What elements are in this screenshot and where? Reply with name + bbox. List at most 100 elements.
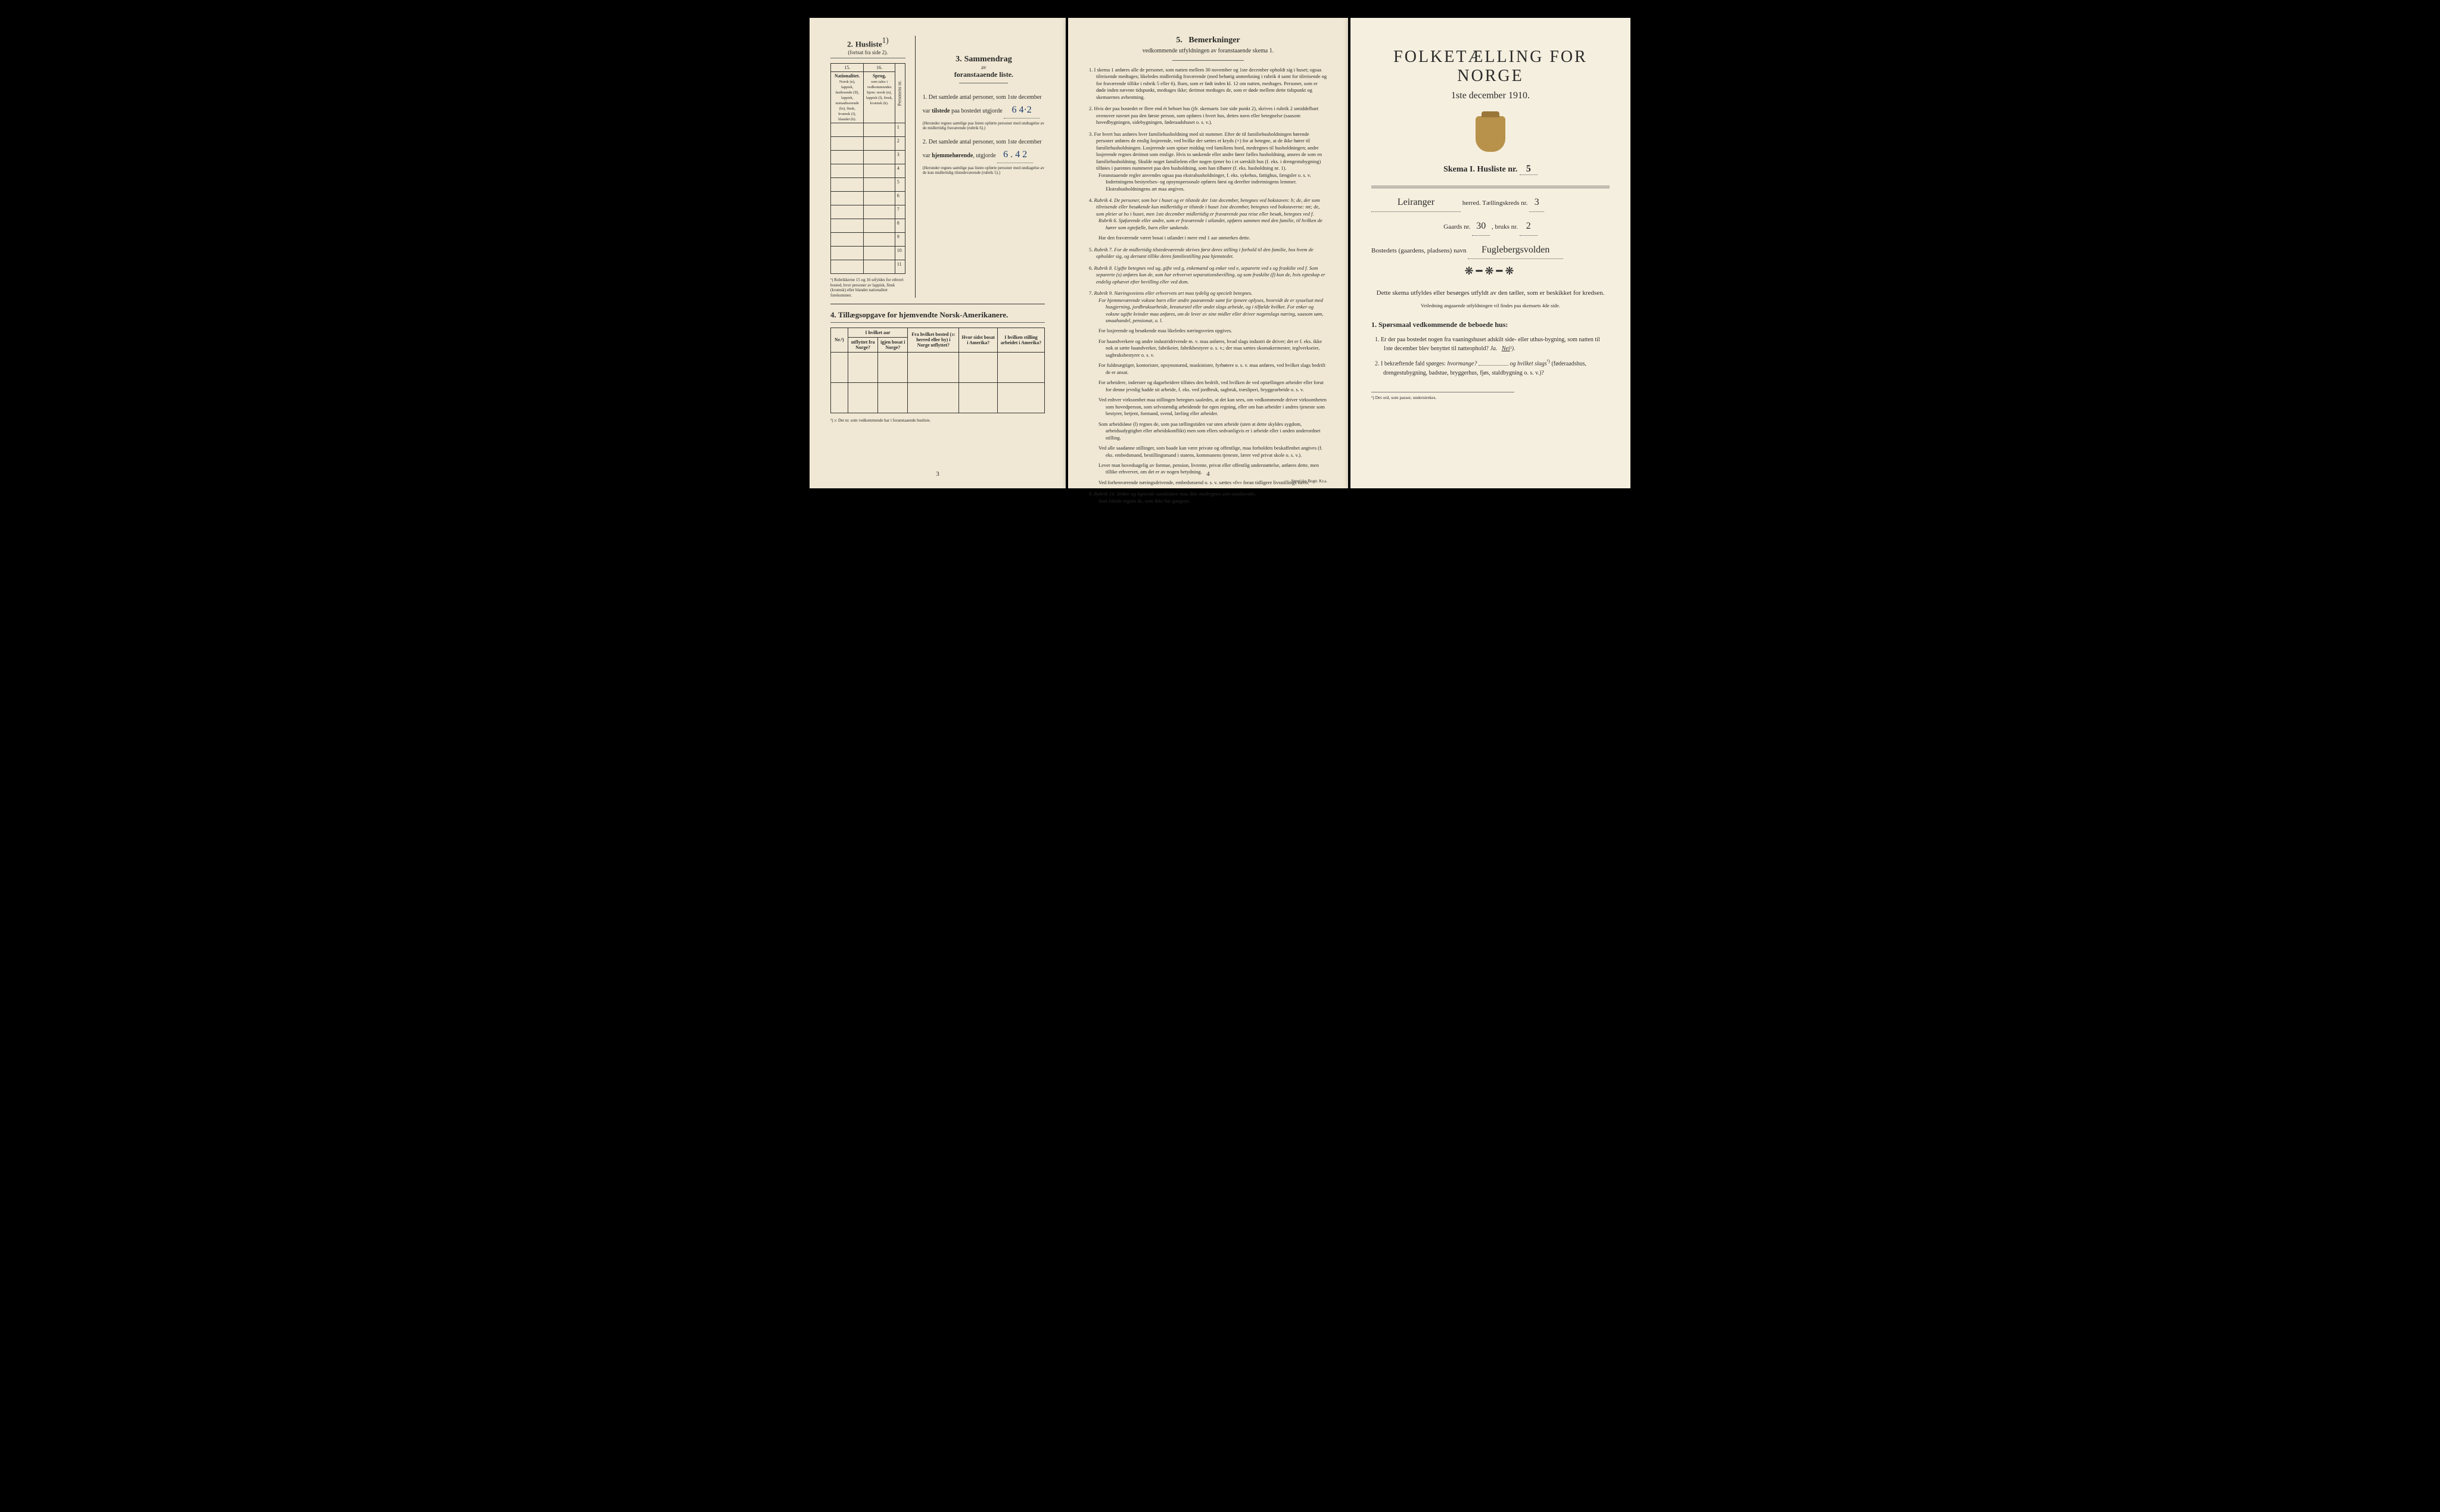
bemerk-subtitle: vedkommende utfyldningen av foranstaaend… (1089, 48, 1327, 54)
row-num: 1 (895, 123, 905, 137)
top-section: 2. Husliste1) (fortsat fra side 2). 15. … (830, 36, 1045, 298)
question-header: 1. Spørsmaal vedkommende de beboede hus: (1371, 320, 1610, 329)
husliste-nr-value: 5 (1526, 164, 1531, 174)
page-number-3: 3 (936, 470, 939, 478)
bruks-nr: 2 (1526, 221, 1531, 231)
nationality-rows: 1 2 3 4 5 6 7 8 9 10 11 (831, 123, 905, 274)
bemerk-item-4: 4. Rubrik 4. De personer, som bor i huse… (1089, 197, 1327, 242)
footnote-1: ¹) Rubrikkerne 15 og 16 utfyldes for eth… (830, 278, 905, 298)
bemerk-item-7: 7. Rubrik 9. Næringsveiens eller erhverv… (1089, 290, 1327, 486)
col16-header: Sprog, som tales i vedkommendes hjem: no… (864, 72, 895, 123)
sammendrag-title: Sammendrag (964, 55, 1012, 64)
row-num: 7 (895, 205, 905, 219)
nationality-table: 15. 16. Personens nr. Nationalitet. Nors… (830, 63, 905, 274)
section-4: 4. Tillægsopgave for hjemvendte Norsk-Am… (830, 310, 1045, 423)
page-1-cover: FOLKETÆLLING FOR NORGE 1ste december 191… (1350, 18, 1630, 488)
instruction-1: Dette skema utfyldes eller besørges utfy… (1371, 289, 1610, 297)
col15-num: 15. (831, 64, 864, 72)
row-num: 3 (895, 151, 905, 164)
husliste-sup: 1) (882, 36, 889, 45)
gaards-line: Gaards nr. 30 , bruks nr. 2 (1371, 218, 1610, 236)
row-num: 2 (895, 137, 905, 151)
sammendrag-item-2: 2. Det samlede antal personer, som 1ste … (923, 138, 1045, 175)
row-num: 4 (895, 164, 905, 178)
col15-header: Nationalitet. Norsk (n), lappisk, fastbo… (831, 72, 864, 123)
rubrik6b: Har den fraværende været bosat i utlande… (1106, 235, 1327, 241)
person-nr-header: Personens nr. (895, 64, 905, 123)
page-number-4: 4 (1206, 470, 1210, 478)
item2-note: (Herunder regnes samtlige paa listen opf… (923, 166, 1045, 176)
r9i: Lever man hovedsagelig av formue, pensio… (1106, 462, 1327, 476)
bemerk-item-5: 5. Rubrik 7. For de midlertidig tilstede… (1089, 247, 1327, 260)
tillaeg-table: Nr.²) I hvilket aar Fra hvilket bosted (… (830, 328, 1045, 413)
hjemme-value: 6 . 4 2 (1003, 149, 1027, 160)
sammendrag-sub1: av (923, 64, 1045, 70)
row-num: 10 (895, 247, 905, 260)
bosted-line: Bostedets (gaardens, pladsens) navn Fugl… (1371, 242, 1610, 260)
sammendrag-sub2: foranstaaende liste. (923, 70, 1045, 79)
instruction-2: Veiledning angaaende utfyldningen vil fi… (1371, 303, 1610, 308)
t-col1a: utflyttet fra Norge? (848, 337, 878, 352)
ornament-icon: ❋━❋━❋ (1371, 265, 1610, 278)
herred-line: Leiranger herred. Tællingskreds nr. 3 (1371, 194, 1610, 212)
t-nr: Nr.²) (831, 328, 848, 352)
footnote-2: ²) ɔ: Det nr. som vedkommende har i fora… (830, 418, 1045, 423)
main-title: FOLKETÆLLING FOR NORGE (1371, 48, 1610, 86)
bemerk-item-2: 2. Hvis der paa bostedet er flere end ét… (1089, 105, 1327, 126)
bemerk-heading: 5. Bemerkninger (1089, 36, 1327, 45)
item1-note: (Herunder regnes samtlige paa listen opf… (923, 121, 1045, 131)
table-row (831, 352, 1045, 382)
bemerk-item-6: 6. Rubrik 8. Ugifte betegnes ved ug, gif… (1089, 265, 1327, 285)
t-col4: I hvilken stilling arbeidet i Amerika? (998, 328, 1045, 352)
row-num: 5 (895, 178, 905, 192)
r9h: Ved alle saadanne stillinger, som baade … (1106, 445, 1327, 459)
herred-value: Leiranger (1398, 197, 1434, 207)
row-num: 8 (895, 219, 905, 233)
bemerk-item-3: 3. For hvert hus anføres hver familiehus… (1089, 131, 1327, 192)
sammendrag-num: 3. (956, 55, 962, 64)
sammendrag-section: 3. Sammendrag av foranstaaende liste. 1.… (915, 36, 1045, 298)
sammendrag-heading: 3. Sammendrag (923, 54, 1045, 64)
husliste-label: Husliste (855, 39, 882, 48)
t-col1b: igjen bosat i Norge? (878, 337, 908, 352)
t-col2: Fra hvilket bosted (ɔ: herred eller by) … (908, 328, 959, 352)
bemerk-item-1: 1. I skema 1 anføres alle de personer, s… (1089, 67, 1327, 101)
r14b: Som blinde regnes de, som ikke har gangs… (1106, 498, 1327, 504)
husliste-sub: (fortsat fra side 2). (830, 49, 905, 55)
r9b: For losjerende og besøkende maa likelede… (1106, 328, 1327, 334)
col16-num: 16. (864, 64, 895, 72)
gaards-nr: 30 (1476, 221, 1486, 231)
nei-underlined: Nei (1502, 345, 1510, 352)
husliste-column: 2. Husliste1) (fortsat fra side 2). 15. … (830, 36, 905, 298)
t-col3: Hvor sidst bosat i Amerika? (959, 328, 998, 352)
page-4-center: 5. Bemerkninger vedkommende utfyldningen… (1068, 18, 1348, 488)
kreds-nr: 3 (1535, 197, 1539, 207)
printer-mark: Steen'ske Bogtr. Kr.a. (1291, 479, 1327, 484)
bosted-value: Fuglebergsvolden (1482, 245, 1549, 255)
husliste-heading: 2. Husliste1) (830, 36, 905, 49)
bemerk-item-8: 8. Rubrik 14. Sinker og lignende aandssl… (1089, 491, 1327, 504)
main-subtitle: 1ste december 1910. (1371, 91, 1610, 101)
document-wrapper: 2. Husliste1) (fortsat fra side 2). 15. … (810, 18, 1630, 488)
coat-of-arms-icon (1476, 116, 1505, 152)
page-3-left: 2. Husliste1) (fortsat fra side 2). 15. … (810, 18, 1066, 488)
r9g: Som arbeidsløse (l) regnes de, som paa t… (1106, 421, 1327, 441)
row-num: 9 (895, 233, 905, 247)
question-2: 2. I bekræftende fald spørges: hvormange… (1383, 358, 1610, 377)
r9a: For hjemmeværende voksne barn eller andr… (1106, 297, 1327, 325)
r9d: For fuldmægtiger, kontorister, opsynsmæn… (1106, 362, 1327, 376)
rubrik6: Rubrik 6. Sjøfarende eller andre, som er… (1106, 217, 1327, 231)
row-num: 6 (895, 192, 905, 205)
table-row (831, 382, 1045, 413)
row-num: 11 (895, 260, 905, 274)
tilstede-value: 6 4·2 (1012, 105, 1031, 115)
sammendrag-item-1: 1. Det samlede antal personer, som 1ste … (923, 93, 1045, 130)
r9e: For arbeidere, inderster og dagarbeidere… (1106, 379, 1327, 393)
husliste-num: 2. (847, 39, 853, 48)
t-col1: I hvilket aar (848, 328, 908, 337)
bemerkninger-list: 1. I skema 1 anføres alle de personer, s… (1089, 67, 1327, 504)
footnote-bottom: ¹) Det ord, som passer, understrekes. (1371, 392, 1514, 400)
section4-heading: 4. Tillægsopgave for hjemvendte Norsk-Am… (830, 310, 1045, 320)
skema-line: Skema I. Husliste nr. 5 (1371, 164, 1610, 175)
question-1: 1. Er der paa bostedet nogen fra vaaning… (1383, 335, 1610, 353)
